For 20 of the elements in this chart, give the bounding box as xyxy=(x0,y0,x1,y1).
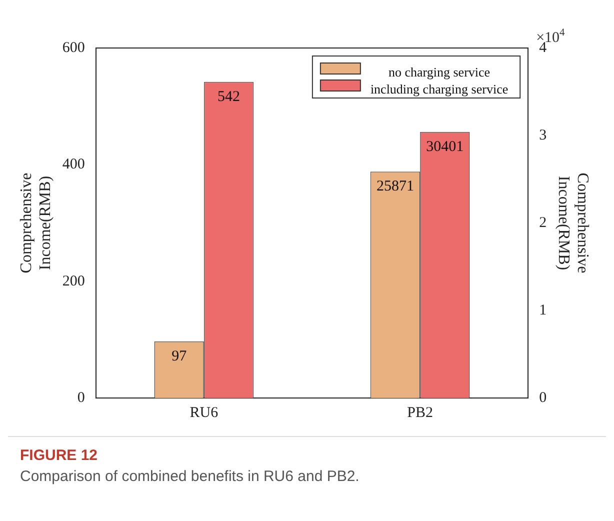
y-tick-label: 400 xyxy=(62,156,85,173)
x-tick-label: PB2 xyxy=(407,404,433,421)
y-tick-label: 600 xyxy=(62,40,85,56)
legend-label: no charging service xyxy=(388,64,490,80)
y-tick-label: 0 xyxy=(77,390,85,406)
annotation: 30401 xyxy=(426,138,464,155)
data-label: 97 xyxy=(172,348,188,364)
text: FIGURE 12 xyxy=(20,447,99,464)
y2-tick-label: 0 xyxy=(539,390,547,406)
text: Comparison of combined benefits in RU6 and PB2. xyxy=(20,468,360,485)
y2-tick-label: 3 xyxy=(539,127,547,144)
y2-axis-title: Comprehensive Income(RMB) xyxy=(554,172,592,274)
y2-tick-label: 2 xyxy=(539,214,547,231)
x-tick-label: RU6 xyxy=(190,404,219,421)
legend-label: including charging service xyxy=(370,81,508,96)
y2-tick-label: 1 xyxy=(539,302,547,318)
y-tick-label: 200 xyxy=(62,273,85,290)
data-label: 542 xyxy=(218,88,240,105)
y-axis-title: Comprehensive Income(RMB) xyxy=(18,172,54,274)
annotation: 25871 xyxy=(376,178,414,195)
